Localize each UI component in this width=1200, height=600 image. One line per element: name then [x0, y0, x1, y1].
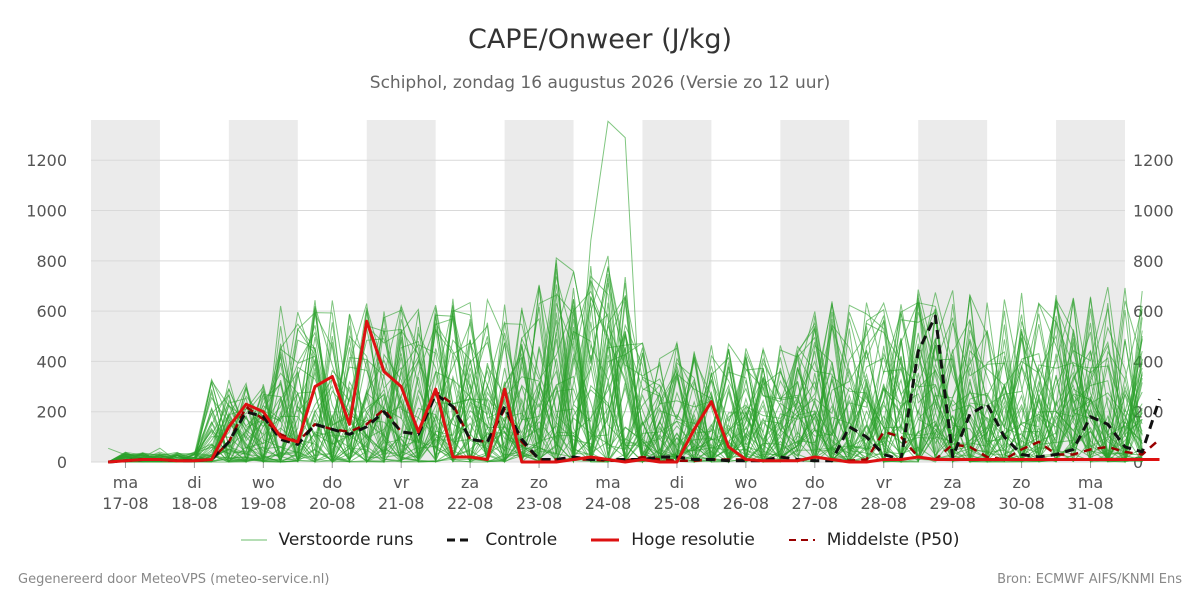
footer-credit: Gegenereerd door MeteoVPS (meteo-service…	[18, 572, 330, 587]
legend-label-highres: Hoge resolutie	[631, 530, 755, 550]
x-tick-dow: za	[461, 473, 479, 492]
x-tick-dow: ma	[595, 473, 620, 492]
y-tick-label-right: 800	[1133, 252, 1164, 271]
ensemble-member-line	[108, 287, 1143, 464]
x-tick-date: 24-08	[585, 494, 632, 513]
y-tick-label-right: 1000	[1133, 202, 1174, 221]
x-tick-dow: vr	[393, 473, 409, 492]
ensemble-member-line	[108, 294, 1143, 463]
ensemble-member-line	[108, 266, 1143, 463]
y-tick-label-left: 1200	[26, 151, 67, 170]
x-tick-dow: di	[670, 473, 685, 492]
x-tick-date: 20-08	[309, 494, 356, 513]
chart-legend: Verstoorde runs Controle Hoge resolutie …	[0, 530, 1200, 550]
x-tick-date: 21-08	[378, 494, 425, 513]
x-tick-date: 28-08	[860, 494, 907, 513]
y-tick-label-right: 0	[1133, 453, 1143, 472]
ensemble-member-line	[108, 259, 1143, 464]
x-tick-date: 17-08	[102, 494, 149, 513]
y-tick-label-left: 200	[36, 403, 67, 422]
page-title: CAPE/Onweer (J/kg)	[467, 24, 732, 55]
legend-label-control: Controle	[485, 530, 558, 550]
y-tick-label-left: 400	[36, 352, 67, 371]
x-tick-dow: do	[322, 473, 342, 492]
legend-item-control[interactable]: Controle	[447, 530, 557, 550]
series-line-median	[108, 390, 1161, 464]
page-subtitle: Schiphol, zondag 16 augustus 2026 (Versi…	[369, 73, 831, 93]
legend-swatch-highres	[591, 538, 620, 542]
x-tick-dow: ma	[1078, 473, 1103, 492]
y-tick-label-left: 1000	[26, 202, 67, 221]
ensemble-member-line	[108, 269, 1143, 463]
x-tick-date: 30-08	[998, 494, 1045, 513]
legend-swatch-median	[788, 539, 815, 541]
y-tick-label-right: 600	[1133, 302, 1164, 321]
legend-label-median: Middelste (P50)	[826, 530, 960, 550]
legend-item-perturbed[interactable]: Verstoorde runs	[240, 530, 414, 550]
y-tick-label-left: 600	[36, 302, 67, 321]
ensemble-member-line	[108, 318, 1143, 464]
ensemble-member-line	[108, 120, 1143, 463]
ensemble-member-line	[108, 307, 1143, 464]
x-tick-dow: wo	[734, 473, 757, 492]
ensemble-member-line	[108, 274, 1143, 463]
x-tick-date: 22-08	[447, 494, 494, 513]
x-tick-date: 23-08	[516, 494, 563, 513]
x-tick-date: 18-08	[171, 494, 218, 513]
x-tick-date: 27-08	[792, 494, 839, 513]
x-tick-dow: di	[187, 473, 202, 492]
x-tick-dow: ma	[113, 473, 138, 492]
x-tick-date: 26-08	[723, 494, 770, 513]
x-tick-dow: vr	[876, 473, 892, 492]
x-tick-date: 31-08	[1067, 494, 1114, 513]
series-line-highres	[108, 319, 1160, 464]
x-tick-date: 25-08	[654, 494, 701, 513]
footer-source: Bron: ECMWF AIFS/KNMI Ens	[997, 572, 1182, 587]
x-tick-date: 29-08	[929, 494, 976, 513]
legend-item-median[interactable]: Middelste (P50)	[788, 530, 960, 550]
legend-swatch-perturbed	[240, 539, 267, 541]
ensemble-member-line	[108, 295, 1143, 463]
y-tick-label-left: 800	[36, 252, 67, 271]
legend-label-perturbed: Verstoorde runs	[278, 530, 414, 550]
x-tick-date: 19-08	[240, 494, 287, 513]
day-band	[91, 120, 160, 462]
x-tick-dow: do	[805, 473, 825, 492]
legend-swatch-control	[447, 538, 474, 542]
legend-item-highres[interactable]: Hoge resolutie	[591, 530, 755, 550]
x-tick-dow: zo	[530, 473, 548, 492]
x-tick-dow: za	[944, 473, 962, 492]
x-tick-dow: wo	[252, 473, 275, 492]
x-tick-dow: zo	[1013, 473, 1031, 492]
y-tick-label-left: 0	[57, 453, 67, 472]
y-tick-label-right: 1200	[1133, 151, 1174, 170]
